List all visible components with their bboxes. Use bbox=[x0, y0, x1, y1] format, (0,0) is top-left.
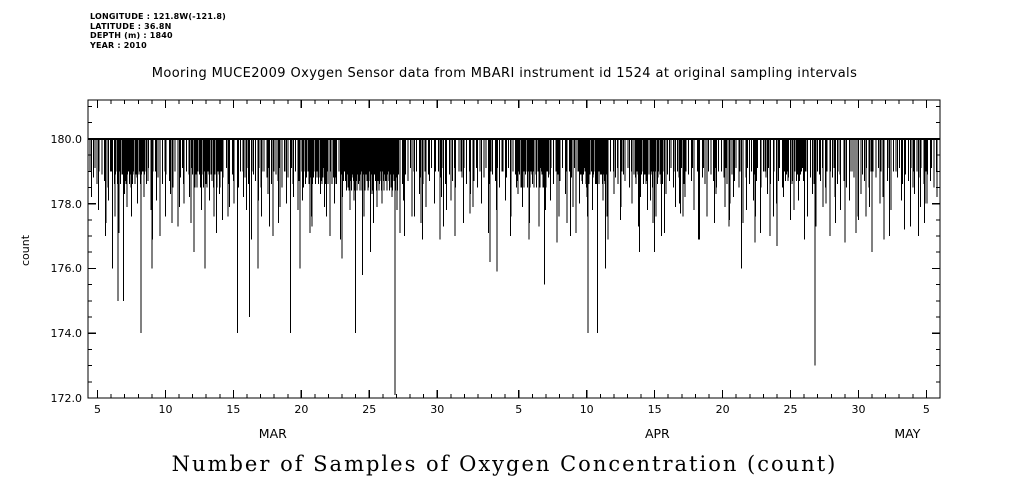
metadata-block: LONGITUDE : 121.8W(-121.8) LATITUDE : 36… bbox=[90, 12, 226, 50]
y-tick-label: 180.0 bbox=[50, 132, 83, 146]
y-tick-label: 172.0 bbox=[50, 392, 83, 405]
x-tick-label: 5 bbox=[515, 403, 523, 416]
x-tick-label: 10 bbox=[158, 403, 173, 416]
month-label: APR bbox=[644, 426, 670, 441]
y-tick-label: 176.0 bbox=[50, 262, 83, 276]
chart-title: Mooring MUCE2009 Oxygen Sensor data from… bbox=[151, 66, 858, 81]
y-tick-label: 174.0 bbox=[50, 327, 83, 341]
x-tick-label: 15 bbox=[226, 403, 241, 416]
x-tick-label: 15 bbox=[647, 403, 662, 416]
year-label: YEAR : 2010 bbox=[90, 40, 147, 50]
figure-caption: Number of Samples of Oxygen Concentratio… bbox=[171, 452, 838, 476]
x-tick-label: 20 bbox=[294, 403, 309, 416]
depth-label: DEPTH (m) : 1840 bbox=[90, 31, 173, 40]
latitude-label: LATITUDE : 36.8N bbox=[90, 21, 172, 31]
x-tick-label: 5 bbox=[94, 403, 101, 416]
x-tick-label: 25 bbox=[783, 403, 798, 416]
x-tick-label: 25 bbox=[362, 403, 377, 416]
x-tick-label: 30 bbox=[430, 403, 445, 416]
month-label: MAY bbox=[894, 426, 921, 441]
month-label: MAR bbox=[258, 426, 287, 441]
x-tick-label: 30 bbox=[851, 403, 866, 416]
y-tick-label: 178.0 bbox=[50, 197, 83, 211]
x-tick-label: 20 bbox=[715, 403, 730, 416]
x-tick-label: 10 bbox=[579, 403, 594, 416]
x-tick-label: 5 bbox=[922, 403, 930, 416]
longitude-label: LONGITUDE : 121.8W(-121.8) bbox=[90, 12, 226, 21]
